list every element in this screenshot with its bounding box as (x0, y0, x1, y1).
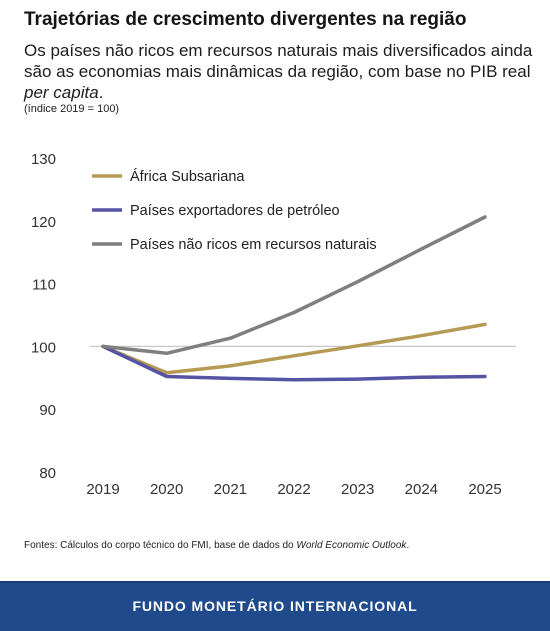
footer-top-rule (0, 581, 550, 583)
legend-label: Países não ricos em recursos naturais (130, 237, 377, 253)
source-italic: World Economic Outlook (296, 540, 407, 551)
chart-title: Trajetórias de crescimento divergentes n… (24, 9, 467, 30)
source-suffix: . (406, 540, 410, 551)
x-tick-label: 2025 (468, 481, 501, 498)
x-tick-label: 2023 (341, 481, 374, 498)
subtitle-italic: per capita (24, 83, 99, 102)
y-tick-label: 130 (31, 151, 56, 168)
y-tick-label: 110 (32, 277, 56, 294)
source-note: Fontes: Cálculos do corpo técnico do FMI… (24, 539, 534, 552)
subtitle-text: Os países não ricos em recursos naturais… (24, 41, 533, 81)
x-tick-label: 2022 (277, 481, 310, 498)
x-tick-label: 2019 (86, 481, 119, 498)
chart-subtitle: Os países não ricos em recursos naturais… (24, 40, 534, 103)
line-chart: 80 90 100 110 120 130 2019 2020 2021 2022 2023 2024… (31, 151, 516, 498)
x-tick-label: 2020 (150, 481, 183, 498)
footer-label: FUNDO MONETÁRIO INTERNACIONAL (132, 598, 418, 614)
source-prefix: Fontes: Cálculos do corpo técnico do FMI… (24, 540, 297, 551)
x-tick-label: 2024 (405, 481, 438, 498)
legend-label: África Subsariana (130, 168, 245, 185)
y-tick-label: 90 (39, 402, 56, 419)
series-line (101, 344, 487, 382)
series-line (101, 215, 487, 356)
subtitle-end: . (98, 83, 104, 102)
index-note: (índice 2019 = 100) (24, 103, 120, 115)
y-tick-label: 80 (39, 465, 56, 482)
y-tick-label: 100 (31, 339, 56, 356)
x-tick-label: 2021 (214, 481, 247, 498)
y-tick-label: 120 (31, 214, 56, 231)
imf-footer: FUNDO MONETÁRIO INTERNACIONAL (0, 581, 550, 631)
series-line (101, 322, 487, 375)
legend-label: Países exportadores de petróleo (130, 203, 340, 219)
